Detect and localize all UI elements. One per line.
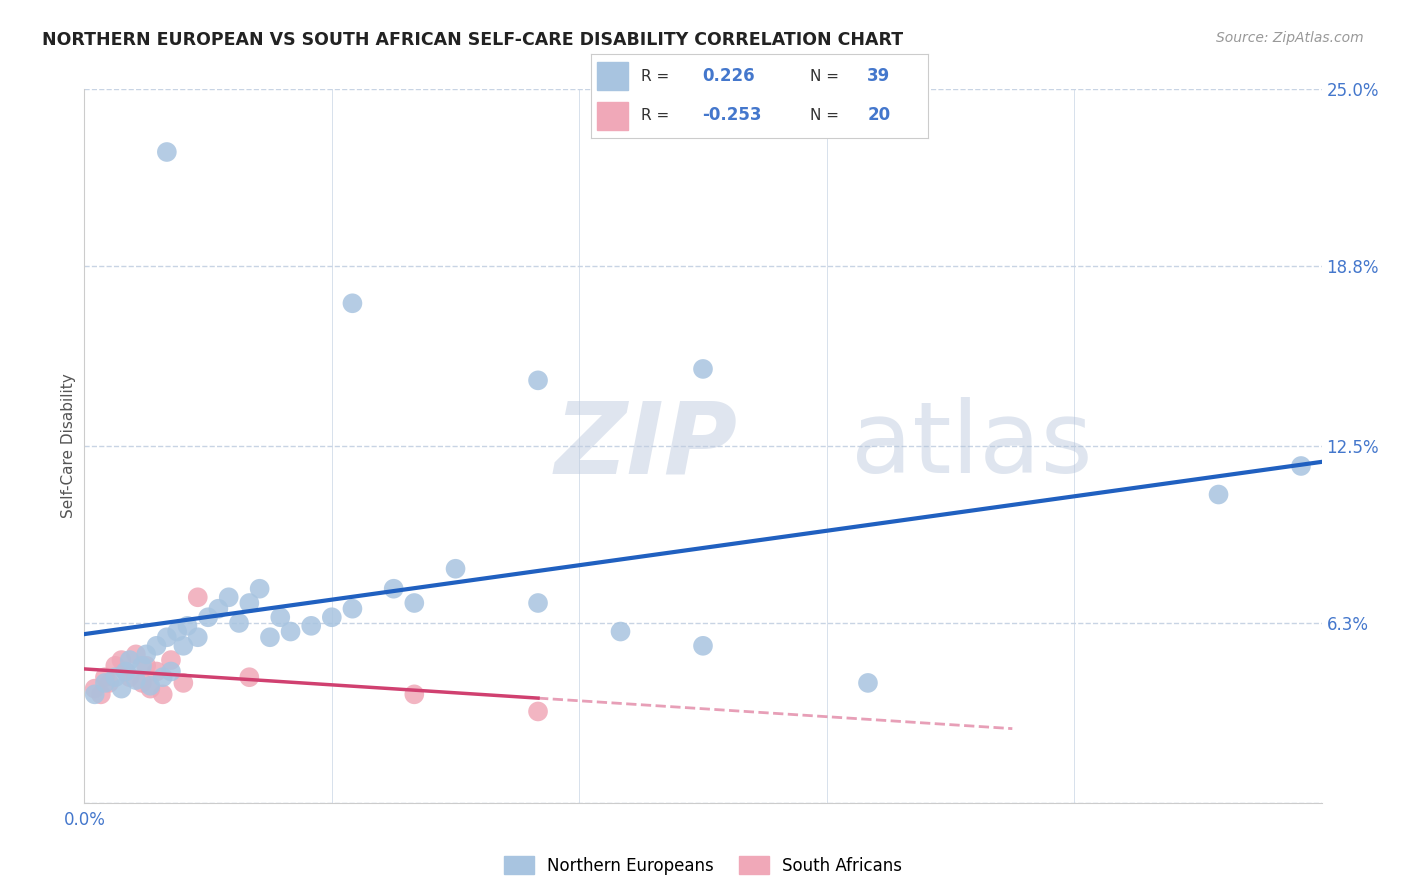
- Text: N =: N =: [810, 108, 839, 123]
- Point: [187, 630, 209, 644]
- Point: [166, 624, 188, 639]
- Point: [135, 648, 157, 662]
- Legend: Northern Europeans, South Africans: Northern Europeans, South Africans: [498, 850, 908, 881]
- Point: [404, 687, 426, 701]
- Point: [1289, 458, 1312, 473]
- Text: 20: 20: [868, 106, 890, 124]
- Point: [125, 673, 148, 687]
- Point: [527, 596, 550, 610]
- Point: [131, 658, 153, 673]
- Point: [118, 670, 141, 684]
- Point: [342, 601, 364, 615]
- Point: [139, 681, 162, 696]
- Point: [94, 670, 117, 684]
- Point: [238, 670, 260, 684]
- Point: [228, 615, 250, 630]
- Point: [259, 630, 281, 644]
- Text: 0.0%: 0.0%: [63, 812, 105, 830]
- Text: NORTHERN EUROPEAN VS SOUTH AFRICAN SELF-CARE DISABILITY CORRELATION CHART: NORTHERN EUROPEAN VS SOUTH AFRICAN SELF-…: [42, 31, 903, 49]
- Text: -0.253: -0.253: [702, 106, 762, 124]
- Point: [176, 619, 198, 633]
- Text: R =: R =: [641, 108, 669, 123]
- Point: [98, 676, 121, 690]
- Bar: [598, 102, 627, 130]
- Point: [118, 653, 141, 667]
- Point: [444, 562, 467, 576]
- Text: Source: ZipAtlas.com: Source: ZipAtlas.com: [1216, 31, 1364, 45]
- Point: [172, 639, 194, 653]
- Point: [527, 705, 550, 719]
- Point: [114, 665, 136, 679]
- Point: [83, 681, 105, 696]
- Point: [152, 670, 174, 684]
- Point: [382, 582, 405, 596]
- Point: [238, 596, 260, 610]
- Point: [110, 653, 132, 667]
- Text: N =: N =: [810, 69, 839, 84]
- Point: [249, 582, 271, 596]
- Point: [160, 665, 183, 679]
- Point: [280, 624, 302, 639]
- Point: [110, 681, 132, 696]
- Point: [139, 679, 162, 693]
- Point: [404, 596, 426, 610]
- Point: [527, 373, 550, 387]
- Point: [856, 676, 879, 690]
- Point: [218, 591, 240, 605]
- Point: [145, 665, 167, 679]
- Point: [197, 610, 219, 624]
- Point: [152, 687, 174, 701]
- Text: 0.226: 0.226: [702, 68, 755, 86]
- Point: [104, 658, 127, 673]
- Point: [94, 676, 117, 690]
- Point: [156, 630, 179, 644]
- Point: [104, 670, 127, 684]
- Text: atlas: atlas: [852, 398, 1092, 494]
- Point: [692, 639, 714, 653]
- Point: [172, 676, 194, 690]
- Point: [156, 145, 179, 159]
- Bar: [598, 62, 627, 90]
- Point: [83, 687, 105, 701]
- Point: [187, 591, 209, 605]
- Point: [299, 619, 322, 633]
- Point: [160, 653, 183, 667]
- Point: [125, 648, 148, 662]
- Text: ZIP: ZIP: [554, 398, 738, 494]
- Point: [145, 639, 167, 653]
- Point: [131, 676, 153, 690]
- Text: R =: R =: [641, 69, 669, 84]
- Point: [269, 610, 291, 624]
- Y-axis label: Self-Care Disability: Self-Care Disability: [60, 374, 76, 518]
- Point: [1208, 487, 1230, 501]
- Text: 39: 39: [868, 68, 890, 86]
- Point: [692, 362, 714, 376]
- Point: [90, 687, 112, 701]
- Point: [207, 601, 229, 615]
- Point: [114, 665, 136, 679]
- Point: [342, 296, 364, 310]
- Point: [321, 610, 343, 624]
- Point: [609, 624, 631, 639]
- Point: [135, 658, 157, 673]
